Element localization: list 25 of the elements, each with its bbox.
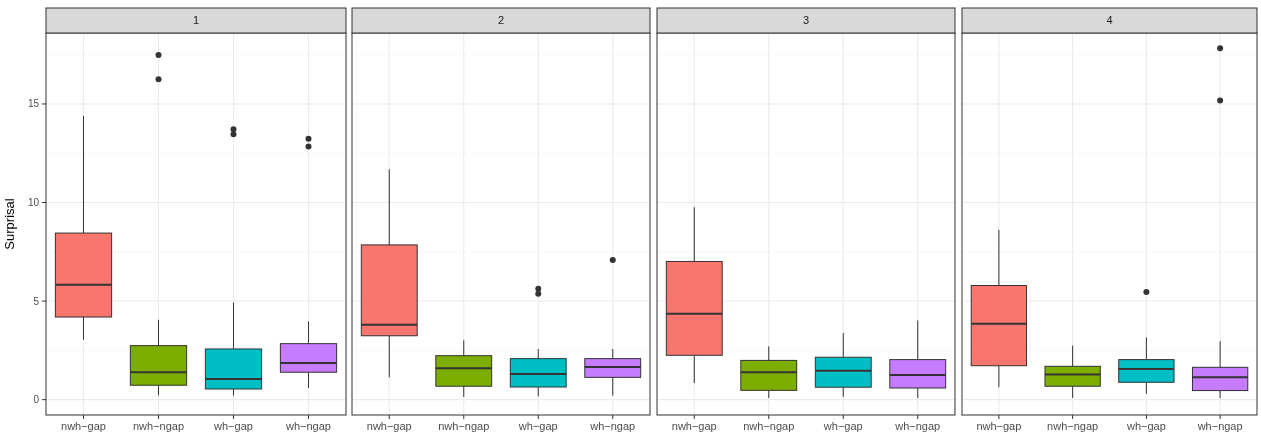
x-tick-label: nwh−gap — [366, 420, 412, 432]
x-tick-label: nwh−gap — [976, 420, 1022, 432]
chart-title: 2 — [497, 14, 505, 27]
x-tick-label: wh−gap — [822, 420, 863, 432]
x-tick-label: nwh−ngap — [743, 420, 795, 432]
y-tick-label: 5 — [33, 295, 40, 307]
x-tick-label: nwh−ngap — [1047, 420, 1099, 432]
x-tick-label: wh−ngap — [1196, 420, 1243, 432]
y-tick-label: 10 — [27, 197, 40, 209]
x-tick-label: nwh−ngap — [438, 420, 490, 432]
x-tick-label: wh−gap — [517, 420, 558, 432]
y-tick-label: 15 — [27, 98, 40, 110]
x-tick-label: nwh−gap — [61, 420, 106, 432]
x-tick-label: wh−ngap — [894, 420, 941, 432]
y-axis-title: Surprisal — [2, 198, 17, 250]
x-tick-label: wh−ngap — [285, 420, 331, 432]
x-tick-label: wh−gap — [213, 420, 253, 432]
chart-title: 3 — [802, 14, 810, 27]
y-tick-label: 0 — [33, 394, 40, 406]
x-tick-label: nwh−gap — [671, 420, 717, 432]
x-tick-label: wh−ngap — [589, 420, 636, 432]
x-tick-label: nwh−ngap — [132, 420, 185, 432]
x-tick-label: wh−gap — [1125, 420, 1166, 432]
chart-title: 1 — [192, 14, 200, 27]
chart-title: 4 — [1106, 14, 1113, 27]
